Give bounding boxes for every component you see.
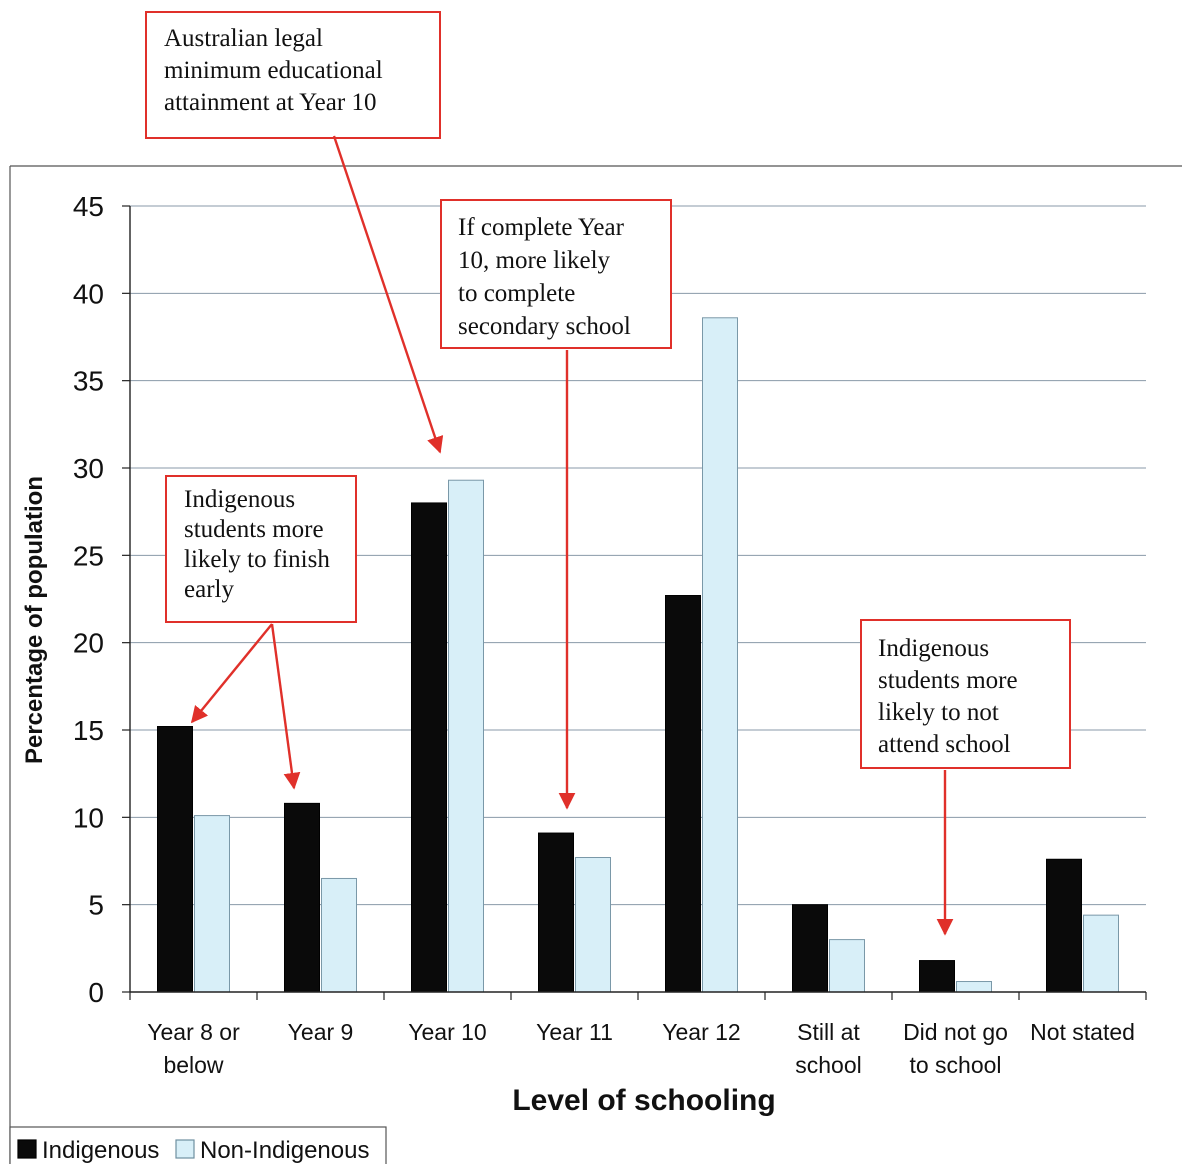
annotation-callout: Indigenous students more likely to not atte… (860, 619, 1071, 936)
x-tick-label-line: Year 12 (662, 1019, 740, 1045)
bars (157, 317, 1119, 993)
annotation-box (165, 475, 357, 623)
annotation-callout: Indigenous students more likely to finish e… (165, 475, 357, 790)
x-tick-label: Year 9 (288, 1019, 354, 1045)
annotation-box (145, 11, 441, 139)
annotation-arrow (332, 135, 444, 454)
legend: Indigenous Non-Indigenous (9, 1126, 387, 1164)
annotation-arrow (190, 623, 273, 724)
annotations: Australian legal minimum educational attai… (145, 11, 1071, 936)
x-axis-title: Level of schooling (512, 1084, 775, 1117)
annotation-callout: Australian legal minimum educational attai… (145, 11, 444, 454)
bar-non-indigenous (702, 317, 738, 993)
bar-non-indigenous (1083, 914, 1119, 993)
annotation-text-line: If complete Year (458, 214, 625, 241)
bar-non-indigenous (448, 479, 484, 993)
x-tick-label: Year 8 or below (147, 1019, 240, 1078)
legend-swatch (17, 1139, 37, 1159)
x-tick-label-line: school (795, 1052, 861, 1078)
bar-non-indigenous (829, 939, 865, 993)
x-tick-label: Year 12 (662, 1019, 740, 1045)
x-tick-label-line: Year 9 (288, 1019, 354, 1045)
y-tick-label: 0 (88, 977, 104, 1008)
bar-indigenous (284, 802, 320, 993)
bar-non-indigenous (321, 877, 357, 993)
y-tick-labels: 0 5 10 15 20 25 30 35 40 45 (73, 191, 104, 1008)
legend-label: Non-Indigenous (200, 1137, 369, 1164)
annotation-text-line: likely to not (878, 699, 999, 726)
x-tick-label-line: Not stated (1030, 1019, 1135, 1045)
annotation-text-line: early (184, 576, 234, 603)
annotation-text-line: attend school (878, 731, 1011, 758)
annotation-text-line: attainment at Year 10 (164, 89, 376, 116)
bar-indigenous (157, 726, 193, 993)
y-tick-label: 40 (73, 278, 104, 309)
bar-indigenous (792, 904, 828, 993)
x-tick-label: Not stated (1030, 1019, 1135, 1045)
annotation-text-line: minimum educational (164, 57, 383, 84)
y-tick-label: 10 (73, 802, 104, 833)
annotation-text-line: Indigenous (878, 635, 989, 662)
annotation-text: Indigenous students more likely to finish e… (184, 486, 330, 603)
annotation-text-line: to complete (458, 280, 575, 307)
axes (122, 205, 1147, 1000)
annotation-text-line: 10, more likely (458, 247, 611, 274)
bar-non-indigenous (956, 981, 992, 993)
x-tick-label-line: Did not go (903, 1019, 1008, 1045)
annotation-arrow (270, 623, 301, 790)
x-tick-label-line: Year 8 or (147, 1019, 240, 1045)
annotation-text-line: Australian legal (164, 25, 323, 52)
annotation-text-line: students more (184, 516, 324, 543)
x-tick-label-line: Year 11 (536, 1019, 613, 1045)
y-tick-label: 45 (73, 191, 104, 222)
annotation-box (860, 619, 1071, 769)
y-tick-label: 30 (73, 453, 104, 484)
y-tick-label: 20 (73, 628, 104, 659)
annotation-text-line: Indigenous (184, 486, 295, 513)
x-tick-label-line: Still at (797, 1019, 860, 1045)
x-tick-label: Did not go to school (903, 1019, 1008, 1078)
legend-box (9, 1126, 387, 1164)
annotation-callout: If complete Year 10, more likely to comple… (440, 199, 672, 810)
annotation-text: Australian legal minimum educational attai… (164, 25, 383, 116)
x-tick-label: Year 10 (408, 1019, 486, 1045)
x-tick-label: Year 11 (536, 1019, 613, 1045)
x-tick-label-line: below (163, 1052, 223, 1078)
bar-indigenous (919, 960, 955, 993)
x-tick-label-line: Year 10 (408, 1019, 486, 1045)
annotation-text-line: likely to finish (184, 546, 330, 573)
y-axis-title: Percentage of population (21, 476, 48, 764)
bar-indigenous (1046, 858, 1082, 993)
bar-non-indigenous (575, 857, 611, 993)
y-tick-label: 5 (88, 890, 104, 921)
annotation-text: If complete Year 10, more likely to comple… (458, 214, 631, 340)
annotation-text: Indigenous students more likely to not atte… (878, 635, 1018, 758)
x-tick-labels: Year 8 or below Year 9 Year 10 Year 11 Year 1… (147, 1019, 1135, 1078)
legend-label: Indigenous (42, 1137, 159, 1164)
x-tick-label-line: to school (909, 1052, 1001, 1078)
annotation-text-line: students more (878, 667, 1018, 694)
legend-swatch (175, 1139, 195, 1159)
y-tick-label: 35 (73, 366, 104, 397)
bar-indigenous (665, 595, 701, 993)
annotation-text-line: secondary school (458, 313, 631, 340)
chart-frame (9, 165, 1182, 1164)
y-tick-label: 15 (73, 715, 104, 746)
y-tick-label: 25 (73, 540, 104, 571)
bar-non-indigenous (194, 815, 230, 993)
bar-indigenous (411, 502, 447, 993)
x-tick-label: Still at school (795, 1019, 861, 1078)
bar-indigenous (538, 832, 574, 993)
annotation-box (440, 199, 672, 349)
